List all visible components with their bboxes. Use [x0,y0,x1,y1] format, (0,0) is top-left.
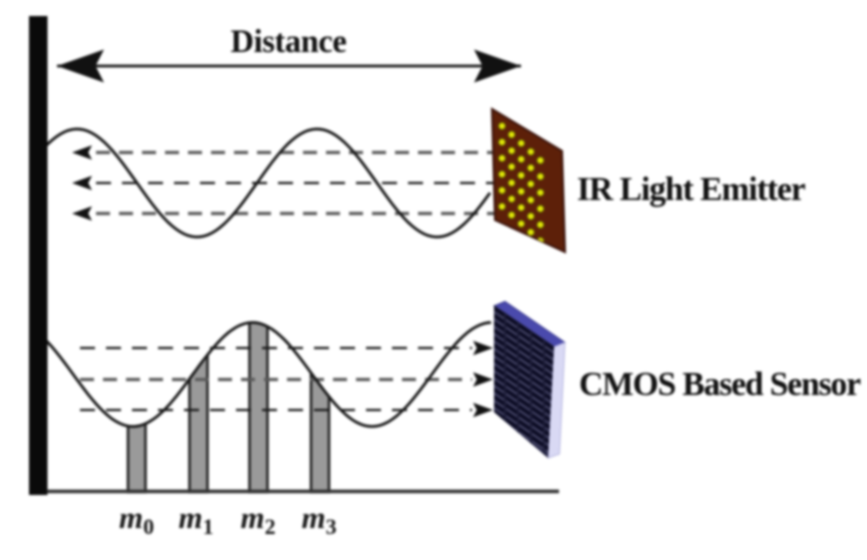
svg-text:CMOS Based Sensor: CMOS Based Sensor [579,366,861,403]
svg-text:m0: m0 [119,500,154,539]
svg-text:Distance: Distance [231,24,347,60]
svg-text:m2: m2 [240,500,275,539]
svg-text:m1: m1 [178,500,213,539]
svg-text:IR Light Emitter: IR Light Emitter [577,171,806,208]
svg-text:m3: m3 [301,500,336,539]
